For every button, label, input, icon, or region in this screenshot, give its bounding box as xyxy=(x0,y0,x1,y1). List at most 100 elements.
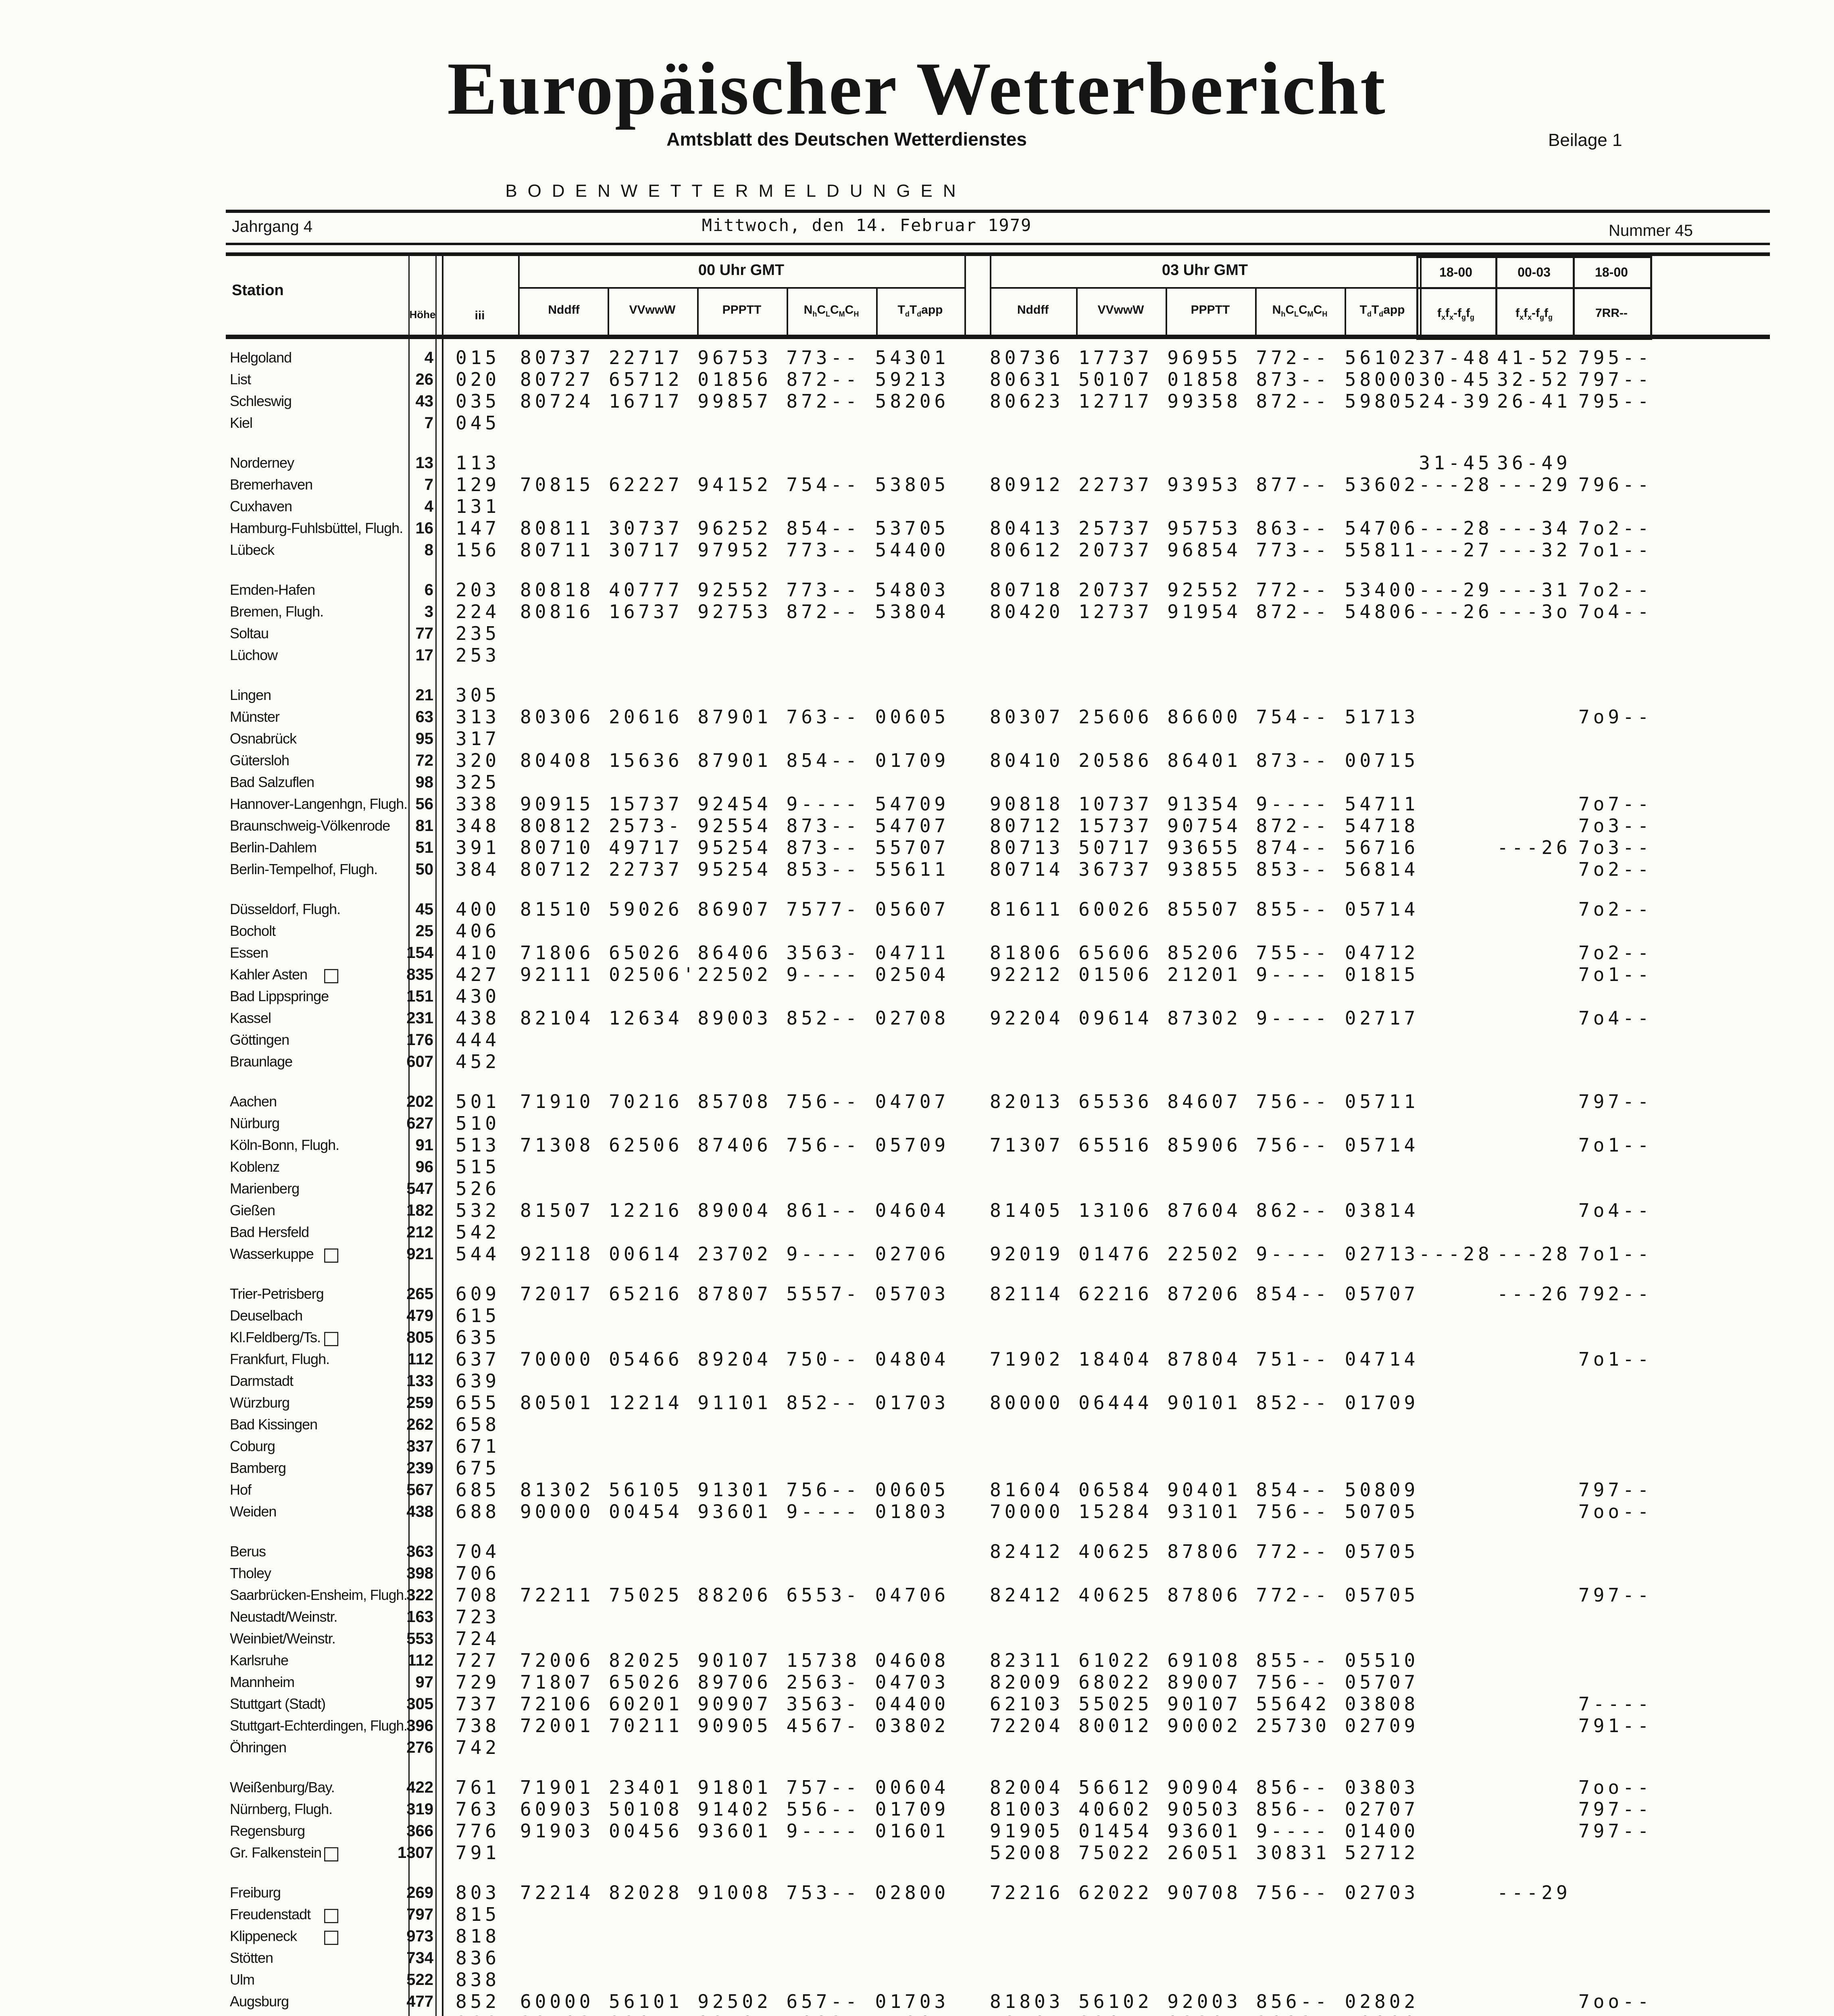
wind-18-00-value: 30-45 xyxy=(1419,369,1493,390)
station-name: Klippeneck xyxy=(230,1928,297,1944)
station-number: 406 xyxy=(456,920,500,942)
col-7rr-label: 7RR-- xyxy=(1595,306,1628,320)
station-number: 015 xyxy=(456,347,500,369)
obs-03utc-groups: 80410 20586 86401 873-- 00715 xyxy=(990,750,1419,771)
station-height: 363 xyxy=(406,1543,433,1560)
station-name: Koblenz xyxy=(230,1158,280,1175)
obs-03utc-groups: 80912 22737 93953 877-- 53602 xyxy=(990,474,1419,496)
station-name: Ulm xyxy=(230,1971,255,1988)
table-row: Aachen 202 501 71910 70216 85708 756-- 0… xyxy=(0,1091,1834,1112)
precip-7rr-value: 792-- xyxy=(1578,1283,1653,1305)
obs-03utc-groups: 80712 15737 90754 872-- 54718 xyxy=(990,815,1419,837)
precip-7rr-value: 7o2-- xyxy=(1578,898,1653,920)
station-height: 835 xyxy=(406,966,433,983)
obs-03utc-groups: 81405 13106 87604 862-- 03814 xyxy=(990,1200,1419,1221)
station-name: Nürburg xyxy=(230,1115,280,1131)
wind-00-03-value: ---29 xyxy=(1497,474,1571,496)
station-number: 513 xyxy=(456,1134,500,1156)
header-divider xyxy=(990,252,991,335)
station-number: 658 xyxy=(456,1414,500,1435)
station-height: 72 xyxy=(415,752,434,769)
table-row: Norderney 13 113 31-45 36-49 xyxy=(0,452,1834,474)
obs-00utc-groups: 92118 00614 23702 9---- 02706 xyxy=(520,1243,949,1265)
table-row: Soltau 77 235 xyxy=(0,623,1834,644)
col-vvwww-label: VVwwW xyxy=(629,303,676,317)
station-height: 607 xyxy=(406,1053,433,1070)
obs-03utc-groups: 81806 65606 85206 755-- 04712 xyxy=(990,942,1419,964)
station-height: 202 xyxy=(406,1093,433,1110)
wind-18-00-value: ---28 xyxy=(1419,474,1493,496)
precip-7rr-value: 797-- xyxy=(1578,1584,1653,1606)
obs-00utc-groups: 90915 15737 92454 9---- 54709 xyxy=(520,793,949,815)
header-divider xyxy=(697,289,699,335)
col-hoehe-label: Höhe xyxy=(409,308,436,321)
right-box-border xyxy=(1416,256,1418,340)
station-name: Münster xyxy=(230,708,280,725)
table-row: Nürnberg, Flugh. 319 763 60903 50108 914… xyxy=(0,1798,1834,1820)
station-height: 154 xyxy=(406,944,433,962)
precip-7rr-value: 7o2-- xyxy=(1578,517,1653,539)
station-number: 838 xyxy=(456,1969,500,1991)
col-00-03-label: 00-03 xyxy=(1518,265,1551,279)
obs-00utc-groups: 81302 56105 91301 756-- 00605 xyxy=(520,1479,949,1501)
station-name: Bad Salzuflen xyxy=(230,774,314,790)
obs-00utc-groups: 72106 60201 90907 3563- 04400 xyxy=(520,1693,949,1715)
table-row: Bamberg 239 675 xyxy=(0,1457,1834,1479)
obs-00utc-groups: 60903 50108 91402 556-- 01709 xyxy=(520,1798,949,1820)
group-03utc-label: 03 Uhr GMT xyxy=(1162,262,1248,279)
table-row: Bad Hersfeld 212 542 xyxy=(0,1221,1834,1243)
table-row: Saarbrücken-Ensheim, Flugh. 322 708 7221… xyxy=(0,1584,1834,1606)
station-height: 319 xyxy=(406,1800,433,1818)
station-height: 212 xyxy=(406,1223,433,1241)
obs-00utc-groups: 80812 2573- 92554 873-- 54707 xyxy=(520,815,949,837)
station-name: Kassel xyxy=(230,1010,271,1026)
station-number: 235 xyxy=(456,623,500,644)
station-number: 724 xyxy=(456,1628,500,1649)
table-row: Essen 154 410 71806 65026 86406 3563- 04… xyxy=(0,942,1834,964)
station-height: 530 xyxy=(375,2012,433,2016)
station-name: Berlin-Tempelhof, Flugh. xyxy=(230,861,378,877)
precip-7rr-value: 7oo-- xyxy=(1578,1776,1653,1798)
station-height: 4 xyxy=(424,349,433,367)
table-row: Bad Lippspringe 151 430 xyxy=(0,985,1834,1007)
station-number: 708 xyxy=(456,1584,500,1606)
station-name: Braunlage xyxy=(230,1053,293,1070)
station-name: Öhringen xyxy=(230,1739,287,1756)
table-row: Deuselbach 479 615 xyxy=(0,1305,1834,1327)
obs-00utc-groups: 82104 12634 89003 852-- 02708 xyxy=(520,1007,949,1029)
header-divider xyxy=(1076,289,1078,335)
number-label: Nummer 45 xyxy=(1609,222,1693,240)
station-number: 727 xyxy=(456,1649,500,1671)
obs-00utc-groups: 92111 02506'22502 9---- 02504 xyxy=(520,964,949,985)
station-name: Freudenstadt xyxy=(230,1906,311,1922)
precip-7rr-value: 795-- xyxy=(1578,347,1653,369)
obs-00utc-groups: 80816 16737 92753 872-- 53804 xyxy=(520,601,949,623)
obs-03utc-groups: 82412 40625 87806 772-- 05705 xyxy=(990,1584,1419,1606)
precip-7rr-value: 796-- xyxy=(1578,474,1653,496)
table-row: Koblenz 96 515 xyxy=(0,1156,1834,1178)
station-number: 763 xyxy=(456,1798,500,1820)
station-number: 348 xyxy=(456,815,500,837)
obs-00utc-groups: 80711 30717 97952 773-- 54400 xyxy=(520,539,949,561)
table-row: Stuttgart-Echterdingen, Flugh. 396 738 7… xyxy=(0,1715,1834,1737)
wind-00-03-value: ---31 xyxy=(1497,579,1571,601)
station-number: 818 xyxy=(456,1925,500,1947)
station-number: 688 xyxy=(456,1501,500,1522)
station-height: 63 xyxy=(415,708,434,726)
obs-00utc-groups: 80724 16717 99857 872-- 58206 xyxy=(520,390,949,412)
station-number: 515 xyxy=(456,1156,500,1178)
station-number: 501 xyxy=(456,1091,500,1112)
precip-7rr-value: 7o4-- xyxy=(1578,1007,1653,1029)
table-row: Freudenstadt □ 797 815 xyxy=(0,1904,1834,1925)
station-name: Mannheim xyxy=(230,1674,295,1690)
station-name: Freiburg xyxy=(230,1884,281,1901)
station-height: 182 xyxy=(406,1202,433,1219)
station-number: 639 xyxy=(456,1370,500,1392)
station-height: 3 xyxy=(424,603,433,621)
obs-00utc-groups: 72211 75025 88206 6553- 04706 xyxy=(520,1584,949,1606)
col-temp-label: TdTdapp xyxy=(897,303,943,318)
table-row: Kahler Asten □ 835 427 92111 02506'22502… xyxy=(0,964,1834,985)
wind-00-03-value: ---26 xyxy=(1497,837,1571,858)
table-row: Berlin-Tempelhof, Flugh. 50 384 80712 22… xyxy=(0,858,1834,880)
table-row: Hannover-Langenhgn, Flugh. 56 338 90915 … xyxy=(0,793,1834,815)
